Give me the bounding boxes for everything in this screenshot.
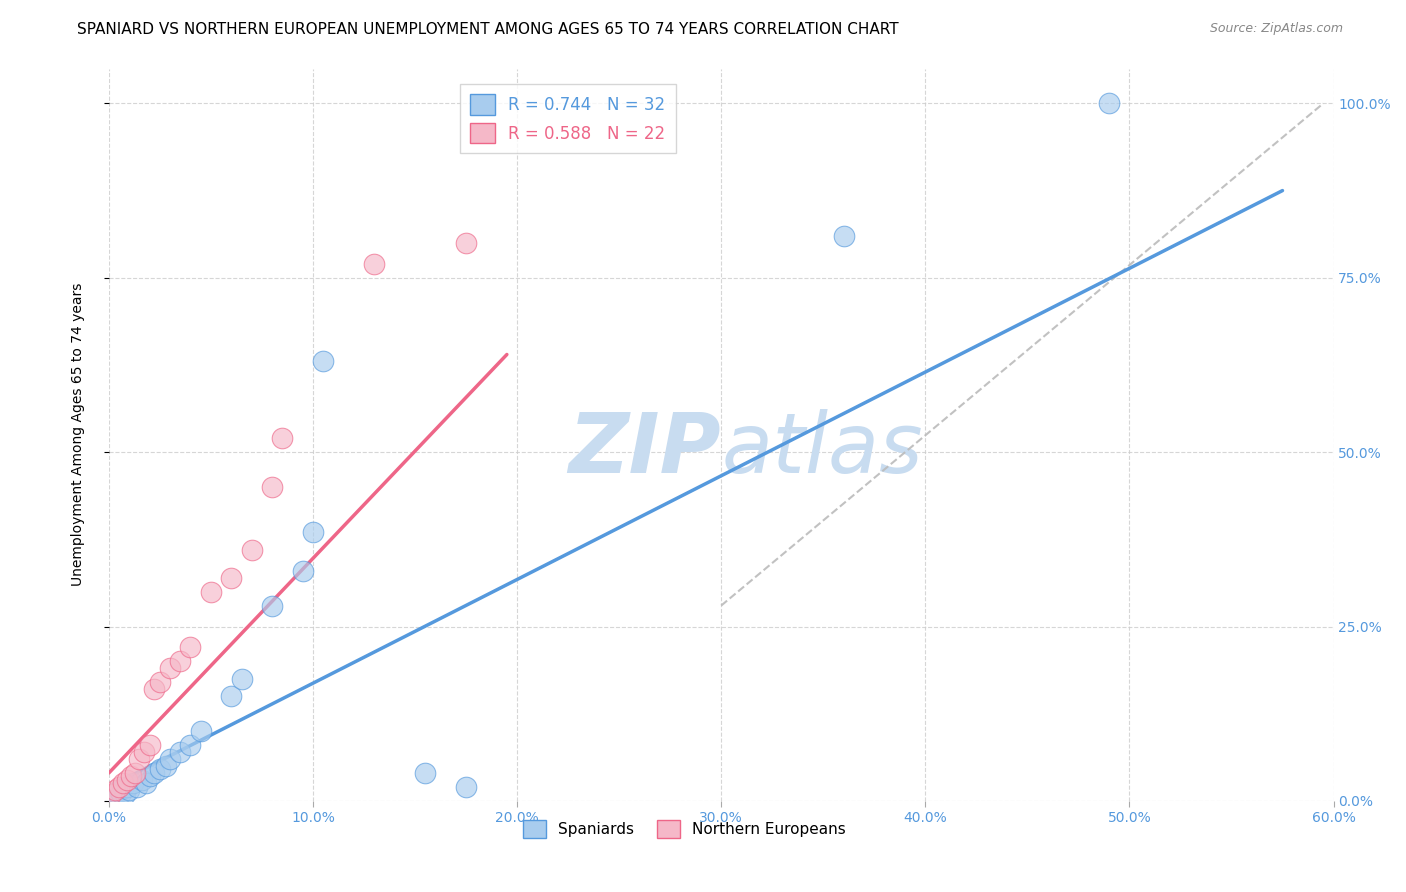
Point bbox=[112, 776, 135, 790]
Point bbox=[1098, 96, 1121, 111]
Text: Source: ZipAtlas.com: Source: ZipAtlas.com bbox=[1209, 22, 1343, 36]
Point bbox=[179, 640, 201, 655]
Point bbox=[312, 354, 335, 368]
Point bbox=[100, 790, 122, 805]
Point bbox=[200, 584, 222, 599]
Point bbox=[159, 661, 181, 675]
Legend: Spaniards, Northern Europeans: Spaniards, Northern Europeans bbox=[517, 814, 852, 845]
Text: atlas: atlas bbox=[721, 409, 922, 490]
Point bbox=[101, 789, 124, 803]
Point bbox=[149, 763, 172, 777]
Point bbox=[138, 738, 160, 752]
Point bbox=[104, 783, 127, 797]
Point bbox=[149, 675, 172, 690]
Point bbox=[112, 781, 135, 796]
Point bbox=[127, 780, 149, 794]
Point bbox=[135, 776, 157, 790]
Point bbox=[108, 783, 131, 797]
Point bbox=[105, 785, 128, 799]
Point bbox=[271, 431, 294, 445]
Point bbox=[115, 780, 138, 794]
Point bbox=[138, 769, 160, 783]
Point bbox=[190, 724, 212, 739]
Point bbox=[240, 542, 263, 557]
Text: ZIP: ZIP bbox=[568, 409, 721, 490]
Point bbox=[302, 525, 325, 540]
Point bbox=[169, 654, 191, 668]
Point bbox=[262, 480, 284, 494]
Point bbox=[104, 787, 127, 801]
Point bbox=[221, 690, 243, 704]
Point bbox=[262, 599, 284, 613]
Point bbox=[128, 752, 150, 766]
Point bbox=[231, 672, 253, 686]
Point bbox=[142, 682, 165, 697]
Point bbox=[108, 780, 131, 794]
Point bbox=[100, 787, 122, 801]
Point bbox=[132, 745, 155, 759]
Point bbox=[122, 776, 145, 790]
Point bbox=[110, 785, 132, 799]
Y-axis label: Unemployment Among Ages 65 to 74 years: Unemployment Among Ages 65 to 74 years bbox=[72, 283, 86, 586]
Point bbox=[118, 783, 141, 797]
Point bbox=[179, 738, 201, 752]
Point bbox=[120, 769, 142, 783]
Point bbox=[155, 759, 177, 773]
Point bbox=[169, 745, 191, 759]
Point bbox=[221, 571, 243, 585]
Point bbox=[159, 752, 181, 766]
Point bbox=[142, 766, 165, 780]
Point bbox=[114, 787, 136, 801]
Point bbox=[454, 235, 477, 250]
Point bbox=[131, 772, 153, 787]
Point bbox=[413, 766, 436, 780]
Text: SPANIARD VS NORTHERN EUROPEAN UNEMPLOYMENT AMONG AGES 65 TO 74 YEARS CORRELATION: SPANIARD VS NORTHERN EUROPEAN UNEMPLOYME… bbox=[77, 22, 898, 37]
Point bbox=[454, 780, 477, 794]
Point bbox=[124, 766, 146, 780]
Point bbox=[291, 564, 314, 578]
Point bbox=[363, 257, 385, 271]
Point bbox=[832, 228, 855, 243]
Point bbox=[115, 772, 138, 787]
